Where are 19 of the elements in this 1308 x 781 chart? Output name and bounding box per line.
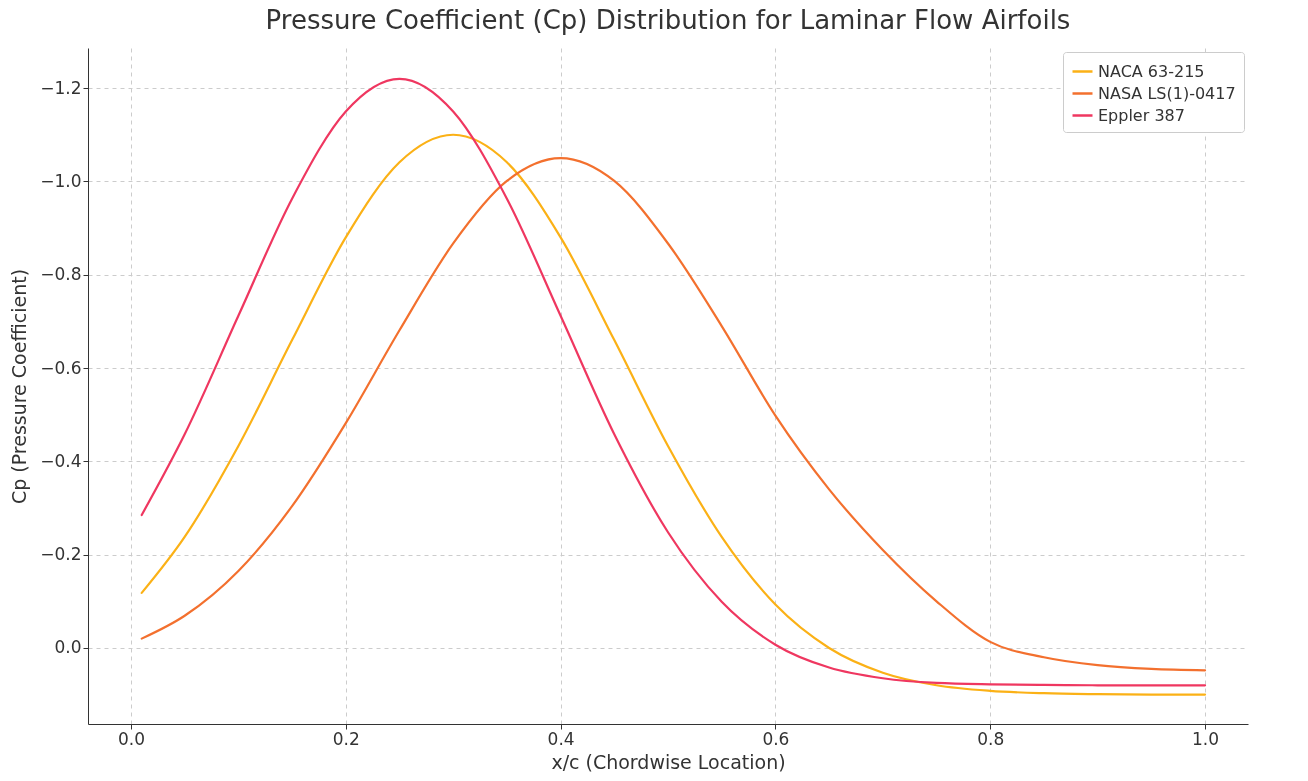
x-axis-title: x/c (Chordwise Location) <box>551 750 786 773</box>
x-tick-label: 0.4 <box>547 728 575 749</box>
x-tick-label: 0.6 <box>762 728 790 749</box>
legend-label: NACA 63-215 <box>1098 61 1205 81</box>
x-tick-label: 1.0 <box>1192 728 1220 749</box>
y-tick-label: −0.2 <box>40 544 82 565</box>
y-tick-label: −1.0 <box>40 170 82 191</box>
x-tick-label: 0.8 <box>977 728 1005 749</box>
legend-label: Eppler 387 <box>1098 105 1185 125</box>
chart-title: Pressure Coefficient (Cp) Distribution for Laminar Flow Airfoils <box>265 5 1071 35</box>
legend-label: NASA LS(1)-0417 <box>1098 83 1236 103</box>
x-tick-label: 0.0 <box>117 728 145 749</box>
y-tick-label: 0.0 <box>54 637 82 658</box>
y-tick-label: −0.8 <box>40 264 82 285</box>
y-tick-label: −0.6 <box>40 357 82 378</box>
x-tick-label: 0.2 <box>332 728 360 749</box>
y-tick-label: −0.4 <box>40 450 82 471</box>
y-tick-label: −1.2 <box>40 77 82 98</box>
y-axis-title: Cp (Pressure Coefficient) <box>8 268 31 505</box>
